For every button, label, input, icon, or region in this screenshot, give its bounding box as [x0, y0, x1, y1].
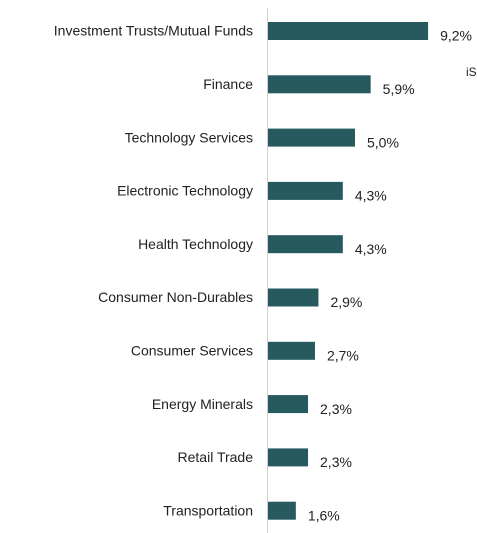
value-label: 4,3%	[355, 241, 387, 257]
value-label: 1,6%	[308, 507, 340, 523]
value-label: 2,3%	[320, 454, 352, 470]
bar	[268, 235, 343, 254]
category-label: Consumer Services	[131, 343, 253, 359]
category-label: Investment Trusts/Mutual Funds	[54, 23, 253, 39]
value-label: 2,9%	[330, 294, 362, 310]
annotation: iS	[466, 65, 477, 79]
bar	[268, 341, 315, 360]
category-label: Health Technology	[138, 236, 253, 252]
category-label: Retail Trade	[178, 449, 254, 465]
category-label: Electronic Technology	[117, 183, 253, 199]
category-label: Finance	[203, 76, 253, 92]
value-label: 2,7%	[327, 348, 359, 364]
category-label: Transportation	[163, 502, 253, 518]
value-label: 5,0%	[367, 134, 399, 150]
bar	[268, 448, 309, 467]
value-label: 4,3%	[355, 188, 387, 204]
bar	[268, 22, 429, 40]
value-label: 5,9%	[383, 81, 415, 97]
bar	[268, 128, 355, 147]
bar	[268, 501, 296, 520]
value-label: 2,3%	[320, 401, 352, 417]
category-label: Energy Minerals	[152, 396, 253, 412]
category-label: Consumer Non-Durables	[98, 289, 253, 305]
bar	[268, 288, 319, 307]
bar	[268, 75, 371, 94]
category-label: Technology Services	[125, 129, 253, 145]
value-label: 9,2%	[440, 28, 472, 44]
bar	[268, 395, 309, 414]
bar	[268, 181, 343, 200]
